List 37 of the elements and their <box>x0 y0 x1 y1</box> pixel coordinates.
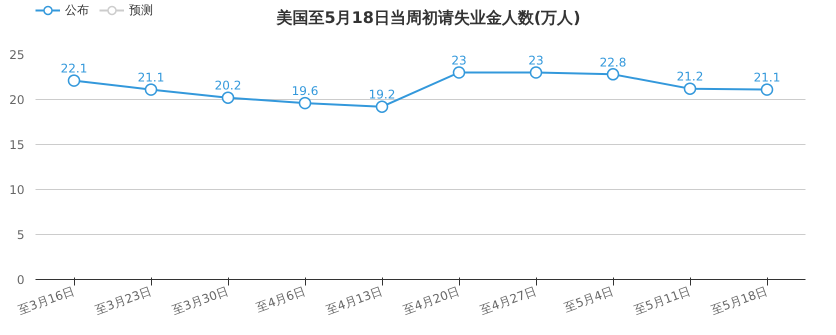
data-label: 21.1 <box>754 70 780 85</box>
point <box>68 74 80 87</box>
x-tick-label: 至5月18日 <box>709 284 770 318</box>
point <box>222 91 234 104</box>
y-tick-label: 25 <box>9 48 25 62</box>
point <box>376 100 388 113</box>
y-tick-label: 15 <box>9 138 25 152</box>
legend-label: 公布 <box>65 2 89 18</box>
data-label: 21.1 <box>138 70 164 85</box>
x-tick-label: 至3月30日 <box>170 284 230 318</box>
x-tick-label: 至4月20日 <box>401 284 462 318</box>
data-label: 19.2 <box>368 88 396 102</box>
y-tick-label: 20 <box>9 93 25 107</box>
point <box>452 66 466 79</box>
y-tick-label: 5 <box>16 228 25 242</box>
point <box>298 96 312 110</box>
x-tick-label: 至5月4日 <box>562 284 616 315</box>
data-label: 22.8 <box>600 55 626 70</box>
data-label: 21.2 <box>676 70 704 84</box>
legend-label: 预测 <box>129 2 153 18</box>
x-tick-label: 至5月11日 <box>632 284 692 318</box>
y-tick-label: 10 <box>9 183 25 197</box>
x-tick-label: 至4月13日 <box>324 284 384 318</box>
data-label: 19.6 <box>292 84 318 98</box>
point <box>684 82 696 95</box>
data-label: 23 <box>528 54 544 68</box>
point <box>144 83 158 96</box>
data-label: 22.1 <box>60 62 88 76</box>
point <box>530 66 542 79</box>
x-tick-label: 至4月27日 <box>478 284 538 318</box>
point <box>606 68 620 81</box>
x-tick-label: 至3月23日 <box>93 284 154 318</box>
x-tick-label: 至4月6日 <box>254 284 308 315</box>
data-label: 20.2 <box>214 78 242 93</box>
data-label: 23 <box>451 54 467 68</box>
chart-title: 美国至5月18日当周初请失业金人数(万人) <box>275 8 581 27</box>
point <box>760 83 774 96</box>
